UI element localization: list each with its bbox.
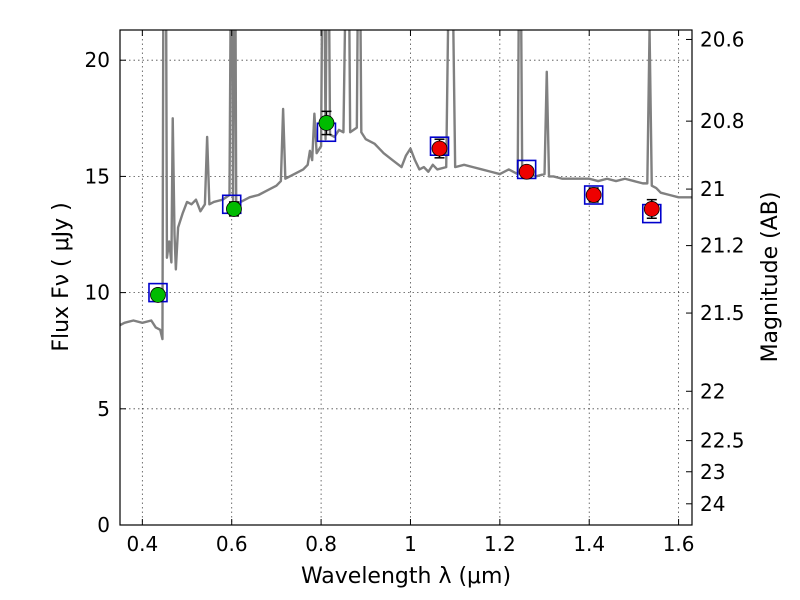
observed-point (226, 201, 242, 217)
x-tick-label: 1 (404, 532, 417, 556)
y-tick-label: 5 (97, 397, 110, 421)
x-axis: 0.4 0.6 0.8 1 1.2 1.4 1.6 (126, 30, 695, 556)
observed-point (318, 115, 335, 131)
x-tick-label: 0.4 (126, 532, 158, 556)
y-axis-label: Flux Fν ( μJy ) (49, 202, 74, 351)
observed-point (643, 201, 660, 217)
x-tick-label: 1.6 (663, 532, 695, 556)
y-axis-right: 20.6 20.8 21 21.2 21.5 22 22.5 23 24 (686, 27, 745, 516)
spectrum-series (120, 30, 692, 341)
mag-tick-label: 24 (700, 492, 725, 516)
y-tick-label: 10 (85, 281, 110, 305)
x-tick-label: 1.4 (573, 532, 605, 556)
observed-point (518, 163, 535, 180)
mag-tick-label: 20.8 (700, 109, 745, 133)
mag-tick-label: 21 (700, 177, 725, 201)
model-photometry-series (148, 122, 662, 303)
y-tick-label: 0 (97, 513, 110, 537)
grid (120, 30, 692, 525)
y-axis-right-label: Magnitude (AB) (758, 192, 783, 363)
observed-photometry-series (150, 110, 660, 303)
mag-tick-label: 20.6 (700, 27, 745, 51)
mag-tick-label: 21.5 (700, 301, 745, 325)
y-tick-label: 20 (85, 48, 110, 72)
y-axis-left: 0 5 10 15 20 (85, 48, 126, 537)
y-tick-label: 15 (85, 164, 110, 188)
model-point (583, 185, 604, 205)
observed-point (585, 187, 602, 203)
mag-tick-label: 22 (700, 379, 725, 403)
mag-tick-label: 21.2 (700, 234, 745, 258)
x-tick-label: 0.8 (305, 532, 337, 556)
mag-tick-label: 23 (700, 460, 725, 484)
spectrum-line (120, 30, 692, 341)
mag-tick-label: 22.5 (700, 429, 745, 453)
observed-point (431, 140, 448, 157)
x-tick-label: 1.2 (484, 532, 516, 556)
plot-frame (119, 29, 693, 526)
observed-point (150, 287, 166, 303)
x-axis-label: Wavelength λ (μm) (301, 564, 511, 589)
x-tick-label: 0.6 (216, 532, 248, 556)
